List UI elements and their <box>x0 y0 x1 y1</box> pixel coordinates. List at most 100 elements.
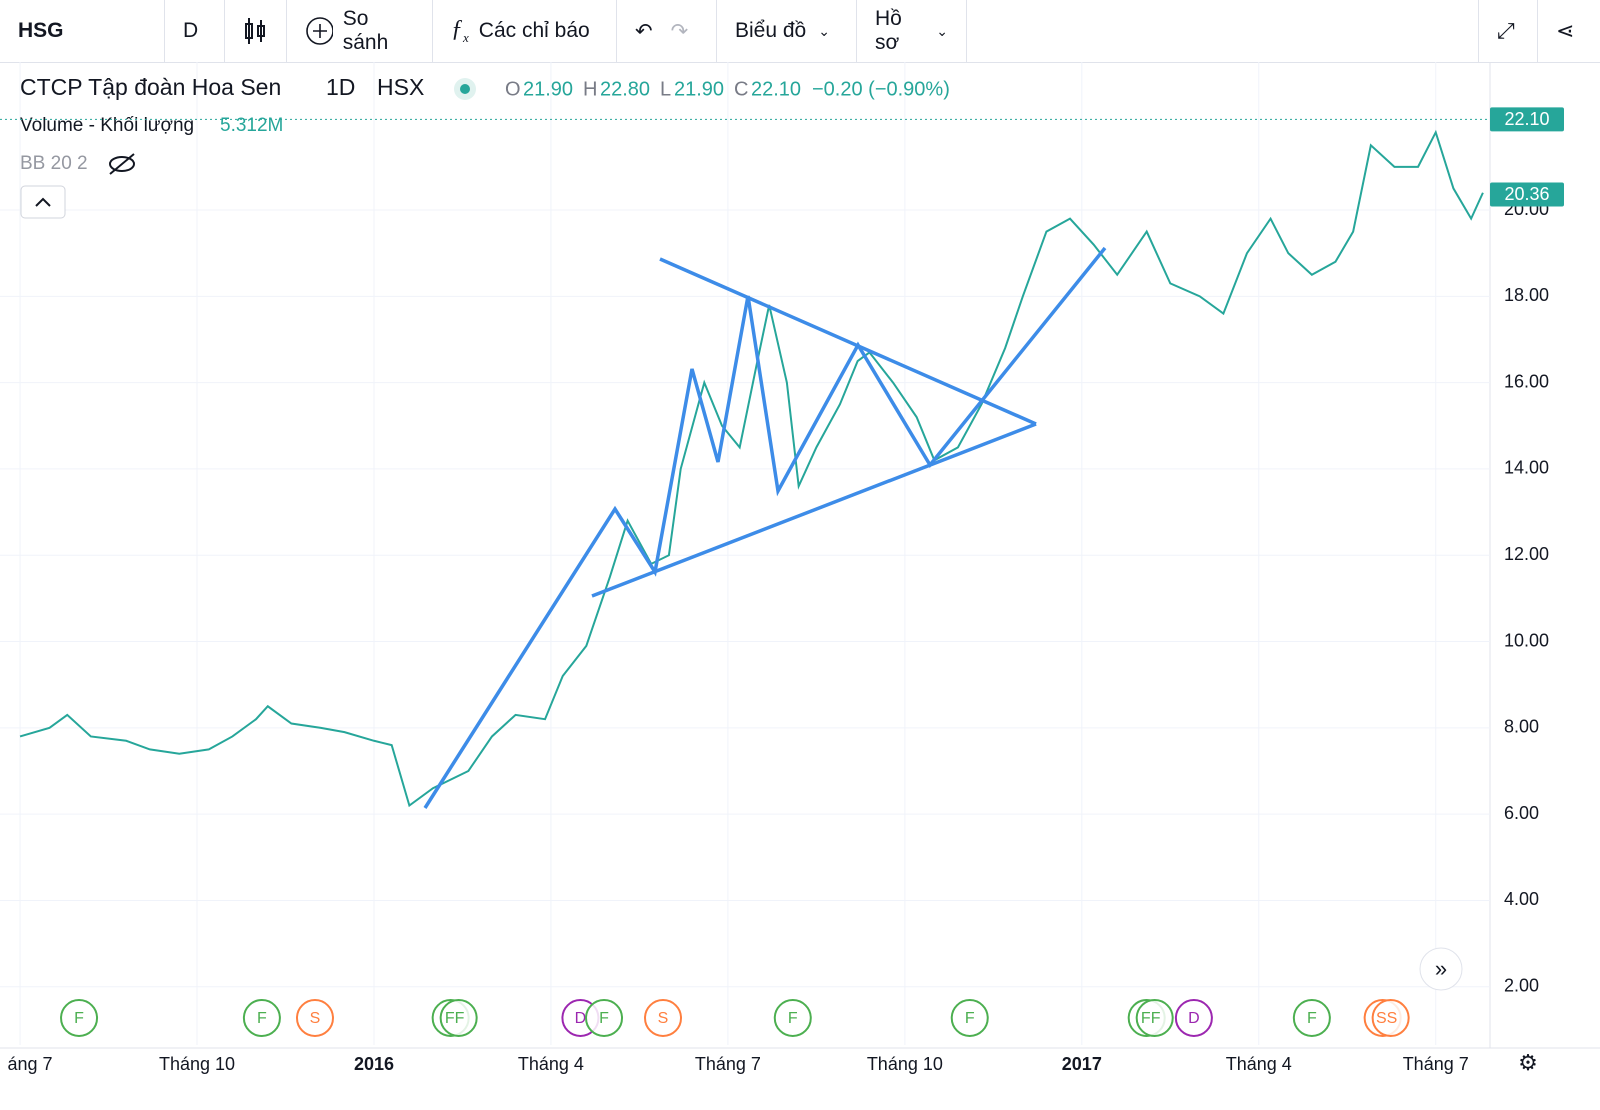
price-tag-label: 22.10 <box>1504 109 1549 129</box>
status-dot <box>460 84 470 94</box>
collapse-chevron <box>35 197 51 207</box>
y-tick-label: 12.00 <box>1504 544 1549 564</box>
x-tick-label: Tháng 4 <box>518 1054 584 1074</box>
fx-icon: ƒx <box>451 16 469 45</box>
event-marker <box>1292 999 1331 1037</box>
candle-icon <box>245 18 265 44</box>
chart-menu[interactable]: Biểu đồ ⌄ <box>717 0 857 62</box>
compare-button[interactable]: So sánh <box>287 0 433 62</box>
y-tick-label: 6.00 <box>1504 803 1539 823</box>
y-tick-label: 8.00 <box>1504 717 1539 737</box>
indicators-label: Các chỉ báo <box>478 19 590 42</box>
toolbar: HSG D So sánh ƒx Các chỉ báo ↶ ↷ Biểu đồ ⌄… <box>0 0 1600 63</box>
event-label: SS <box>1376 1010 1397 1027</box>
y-tick-label: 18.00 <box>1504 285 1549 305</box>
chevron: ⌄ <box>818 22 830 39</box>
events: F F S FF D F S F F FF D F SS <box>60 999 1410 1037</box>
event-label: D <box>1188 1010 1200 1027</box>
interval[interactable]: D <box>165 0 225 62</box>
undo[interactable]: ↶ <box>635 19 653 43</box>
event-label: FF <box>445 1010 465 1027</box>
l-label: L <box>660 78 671 100</box>
symbol-name: CTCP Tập đoàn Hoa Sen <box>20 74 281 100</box>
event-label: S <box>658 1010 669 1027</box>
y-tick-label: 14.00 <box>1504 458 1549 478</box>
x-tick-label: Tháng 10 <box>867 1054 943 1074</box>
redo[interactable]: ↷ <box>670 19 689 43</box>
x-tick-label: áng 7 <box>7 1054 52 1074</box>
event-label: F <box>788 1010 798 1027</box>
volume-label: Volume - Khối lượng <box>20 115 194 136</box>
chevron: ⌄ <box>936 22 948 39</box>
event-marker <box>1371 999 1410 1037</box>
change: −0.20 (−0.90%) <box>812 78 950 100</box>
compare-label: So sánh <box>342 7 389 54</box>
profile-menu[interactable]: Hồ sơ ⌄ <box>857 0 967 62</box>
chart-label: Biểu đồ <box>735 19 807 42</box>
hide-icon[interactable] <box>109 153 135 175</box>
event-marker <box>439 999 478 1037</box>
price-tag <box>1490 182 1564 207</box>
legend-exchange: HSX <box>377 74 424 100</box>
wave-lines <box>423 246 1107 809</box>
chart-style[interactable] <box>225 0 287 62</box>
event-label: F <box>965 1010 975 1027</box>
x-tick-label: Tháng 10 <box>159 1054 235 1074</box>
volume-value: 5.312M <box>220 115 283 136</box>
event-label: FF <box>1141 1010 1161 1027</box>
y-tick-label: 4.00 <box>1504 889 1539 909</box>
price-tag-label: 20.36 <box>1504 184 1549 204</box>
y-tick-label: 2.00 <box>1504 975 1539 995</box>
y-tick-label: 10.00 <box>1504 630 1549 650</box>
h-label: H <box>583 78 597 100</box>
event-marker <box>295 999 334 1037</box>
fullscreen[interactable]: ⤢ <box>1478 0 1538 62</box>
event-label: F <box>599 1010 609 1027</box>
open: 21.90 <box>523 78 573 100</box>
plus-icon <box>306 17 333 45</box>
chart: F F S FF D F S F F FF D F SS CTCP Tập đoàn Hoa Sen 1… <box>0 62 1600 1075</box>
settings-icon[interactable]: ⚙ <box>1518 1050 1538 1075</box>
series <box>19 129 1484 808</box>
event-marker <box>950 999 989 1037</box>
event-marker <box>773 999 812 1037</box>
event-label: F <box>74 1010 84 1027</box>
grid <box>0 62 1490 1045</box>
event-marker <box>60 999 99 1037</box>
collapse-button[interactable] <box>20 185 66 219</box>
share[interactable]: ⋖ <box>1556 18 1575 43</box>
undo-redo: ↶ ↷ <box>617 0 717 62</box>
y-tick-label: 16.00 <box>1504 371 1549 391</box>
indicators-button[interactable]: ƒx Các chỉ báo <box>433 0 617 62</box>
scroll-right-icon: » <box>1435 956 1447 981</box>
price-tag <box>1490 107 1564 132</box>
profile-label: Hồ sơ <box>875 7 902 54</box>
legend: CTCP Tập đoàn Hoa Sen 1D HSX O 21.90 H 2… <box>20 74 950 219</box>
event-marker <box>242 999 281 1037</box>
event-marker <box>1174 999 1213 1037</box>
x-tick-label: Tháng 4 <box>1226 1054 1292 1074</box>
price-line <box>19 129 1484 808</box>
event-label: F <box>257 1010 267 1027</box>
event-marker <box>1135 999 1174 1037</box>
close: 22.10 <box>751 78 801 100</box>
symbol[interactable]: HSG <box>0 0 165 62</box>
o-label: O <box>505 78 521 100</box>
bb-label: BB 20 2 <box>20 153 88 174</box>
x-tick-label: 2017 <box>1062 1054 1102 1074</box>
event-label: D <box>575 1010 587 1027</box>
x-tick-label: 2016 <box>354 1054 394 1074</box>
event-marker <box>585 999 624 1037</box>
trend-drawings <box>423 246 1107 809</box>
support-line <box>591 422 1037 598</box>
x-tick-label: Tháng 7 <box>1403 1054 1469 1074</box>
x-tick-label: Tháng 7 <box>695 1054 761 1074</box>
legend-interval: 1D <box>326 74 355 100</box>
low: 21.90 <box>674 78 724 100</box>
event-label: S <box>310 1010 321 1027</box>
event-label: F <box>1307 1010 1317 1027</box>
event-marker <box>644 999 683 1037</box>
c-label: C <box>734 78 748 100</box>
scroll-right-button[interactable] <box>1419 947 1463 991</box>
